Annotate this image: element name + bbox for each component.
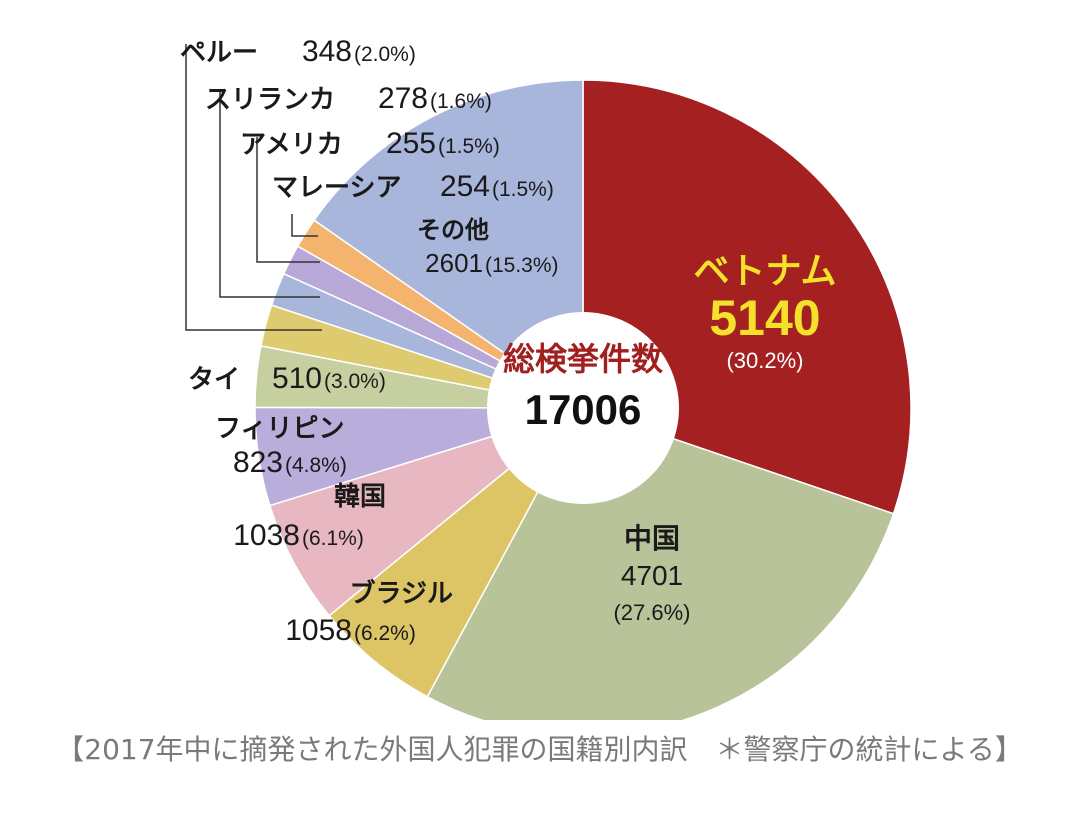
slice-label-pct: (1.5%) (438, 135, 500, 158)
slice-label-name: ベトナム (694, 251, 837, 292)
caption: 【2017年中に摘発された外国人犯罪の国籍別内訳 ＊警察庁の統計による】 (56, 733, 1023, 766)
slice-label-pct: (6.2%) (354, 622, 416, 645)
slice-label-pct: (3.0%) (324, 370, 386, 393)
slice-label-name: 中国 (624, 522, 680, 555)
slice-label-pct: (2.0%) (354, 43, 416, 66)
slice-label-value: 4701 (621, 560, 683, 591)
slice-label-pct: (27.6%) (613, 600, 690, 625)
slice-label-value: 1058 (285, 614, 352, 647)
slice-label-name: その他 (417, 216, 489, 244)
slice-label-value: 5140 (709, 290, 820, 346)
slice-label-value: 348 (302, 35, 352, 68)
slice-label-name: アメリカ (240, 130, 343, 160)
slice-label-name: 韓国 (334, 482, 386, 512)
slice-label-name: ブラジル (350, 578, 453, 609)
center-value: 17006 (525, 386, 642, 433)
slice-label-value: 823 (233, 446, 283, 479)
leader-line (256, 137, 320, 263)
slice-label-name: スリランカ (205, 85, 335, 115)
slice-label-value: 254 (440, 170, 490, 203)
slice-label-pct: (4.8%) (285, 454, 347, 477)
slice-label-pct: (15.3%) (485, 254, 559, 277)
slice-label-pct: (1.6%) (430, 90, 492, 113)
pie-chart: 総検挙件数 17006 ベトナム 5140 (30.2%) 中国 4701 (2… (180, 35, 912, 720)
slice-label-value: 2601 (425, 248, 483, 278)
leader-line (185, 44, 322, 331)
slice-label-name: タイ (188, 365, 240, 395)
center-label: 総検挙件数 (503, 340, 664, 378)
slice-label-name: フィリピン (215, 414, 344, 444)
slice-label-pct: (6.1%) (302, 527, 364, 550)
pie-slice (313, 79, 584, 410)
slice-label-value: 510 (272, 362, 322, 395)
slice-label-pct: (30.2%) (726, 348, 803, 373)
donut-hole (487, 312, 679, 504)
leader-line (291, 214, 318, 237)
slice-label-pct: (1.5%) (492, 178, 554, 201)
pie-slice (328, 407, 584, 698)
slice-label-value: 255 (386, 127, 436, 160)
slice-label-name: マレーシア (272, 173, 401, 203)
slice-label-value: 278 (378, 82, 428, 115)
slice-label-name: ペルー (180, 38, 258, 68)
slice-label-value: 1038 (233, 519, 300, 552)
leader-line (219, 92, 320, 298)
